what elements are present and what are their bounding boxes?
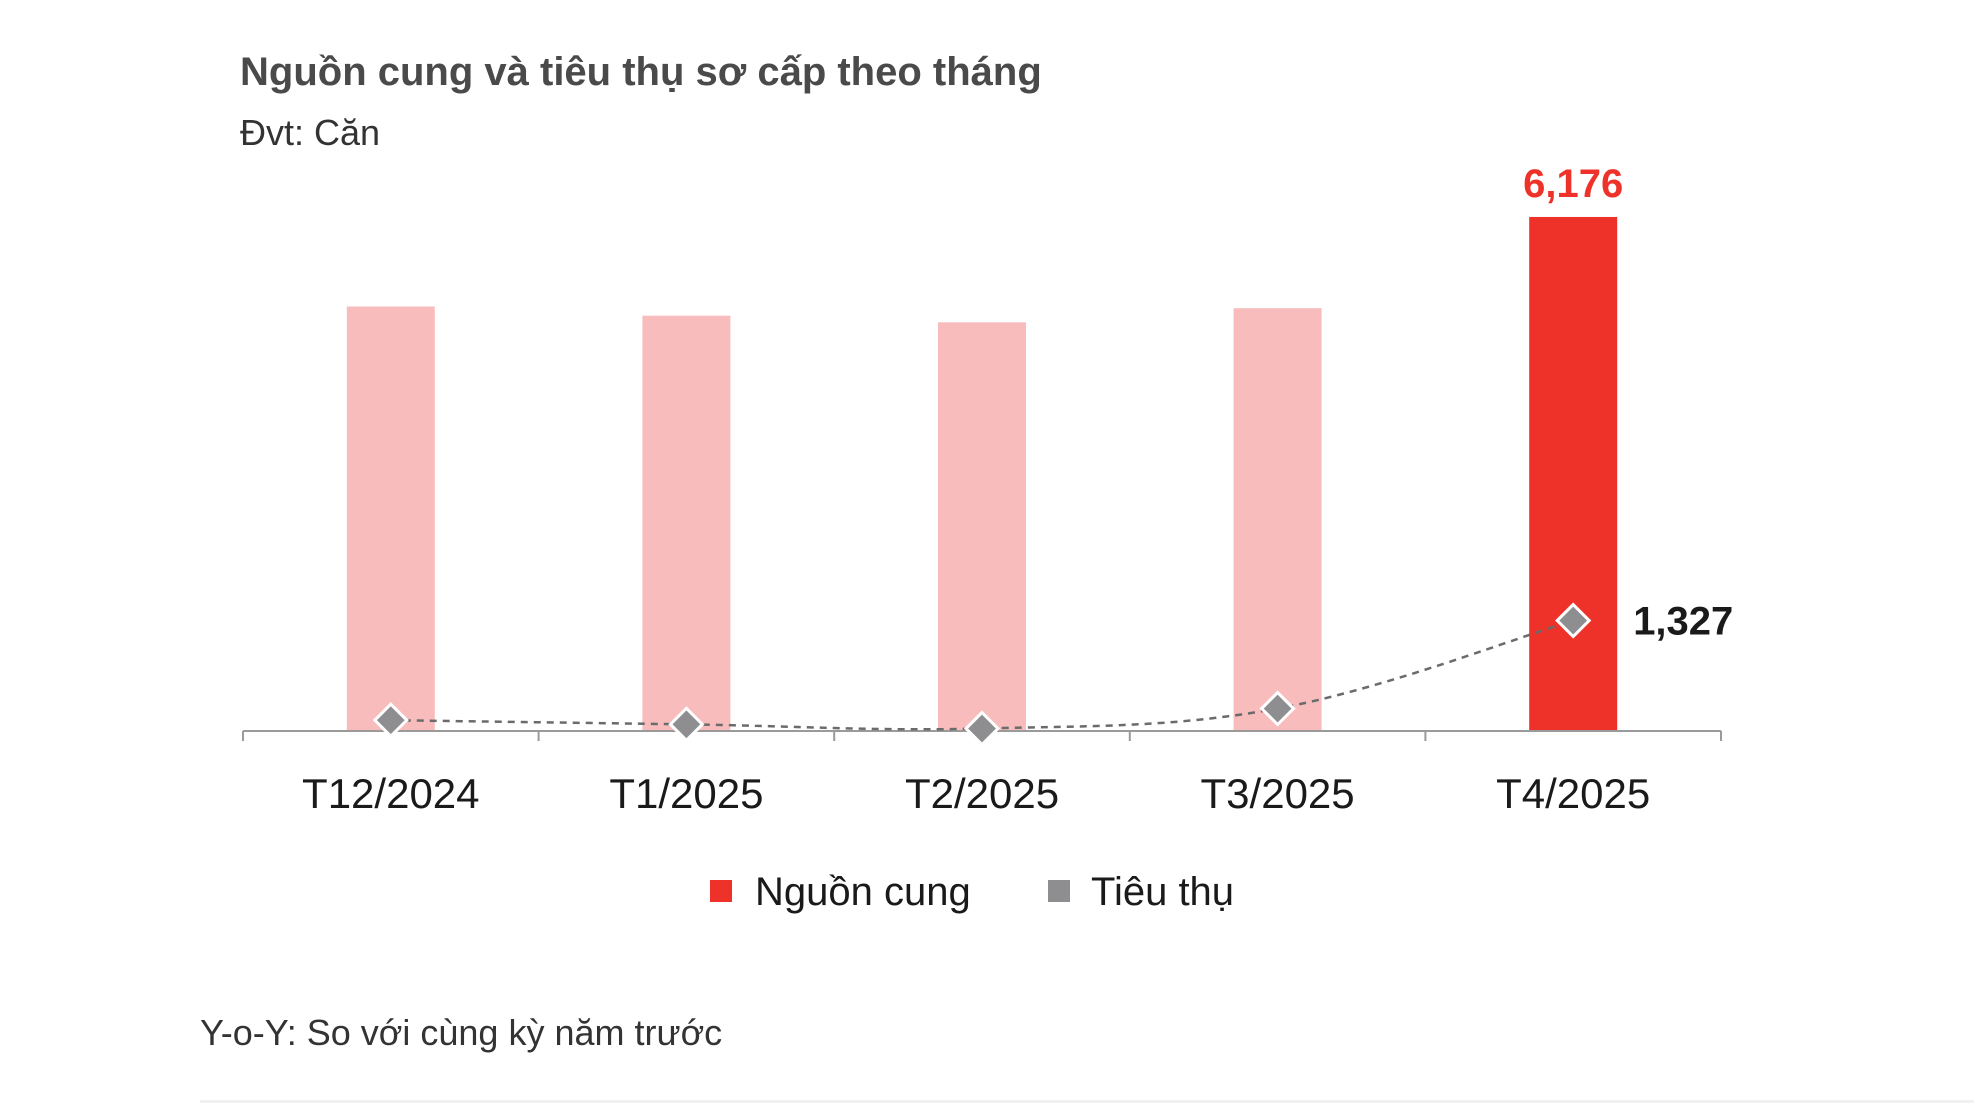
consumption-marker-T3-2025 xyxy=(1259,690,1296,727)
bars-layer xyxy=(346,216,1618,731)
supply-bar-T1-2025 xyxy=(642,315,731,731)
legend-label-supply: Nguồn cung xyxy=(755,870,971,914)
supply-bar-T2-2025 xyxy=(938,322,1026,731)
legend-swatch-consumption xyxy=(1048,880,1070,902)
supply-bar-T3-2025 xyxy=(1233,308,1322,731)
supply-bar-T12-2024 xyxy=(346,306,435,731)
legend: Nguồn cung Tiêu thụ xyxy=(710,870,1234,914)
footnote: Y-o-Y: So với cùng kỳ năm trước xyxy=(200,1012,723,1053)
legend-swatch-supply xyxy=(710,880,732,902)
consumption-marker-T4-2025 xyxy=(1555,602,1592,639)
consumption-marker-T2-2025 xyxy=(963,710,1001,747)
data-labels-layer: 6,176 1,327 xyxy=(1523,162,1733,644)
x-tick-label: T12/2024 xyxy=(302,770,479,817)
consumption-marker-T12-2024 xyxy=(372,702,409,739)
x-tick-label: T4/2025 xyxy=(1496,770,1650,817)
chart-title: Nguồn cung và tiêu thụ sơ cấp theo tháng xyxy=(240,50,1042,94)
consumption-data-label: 1,327 xyxy=(1633,600,1733,644)
x-tick-label: T3/2025 xyxy=(1201,770,1355,817)
x-axis: T12/2024 T1/2025 T2/2025 T3/2025 T4/2025 xyxy=(242,730,1722,817)
supply-data-label: 6,176 xyxy=(1523,162,1623,206)
consumption-marker-T1-2025 xyxy=(668,706,705,743)
unit-label: Đvt: Căn xyxy=(240,112,381,153)
x-tick-label: T2/2025 xyxy=(905,770,1059,817)
x-tick-label: T1/2025 xyxy=(609,770,763,817)
bottom-divider xyxy=(200,1100,1974,1103)
supply-bar-T4-2025 xyxy=(1529,216,1618,731)
legend-label-consumption: Tiêu thụ xyxy=(1091,870,1234,914)
consumption-line-layer xyxy=(372,602,1592,747)
